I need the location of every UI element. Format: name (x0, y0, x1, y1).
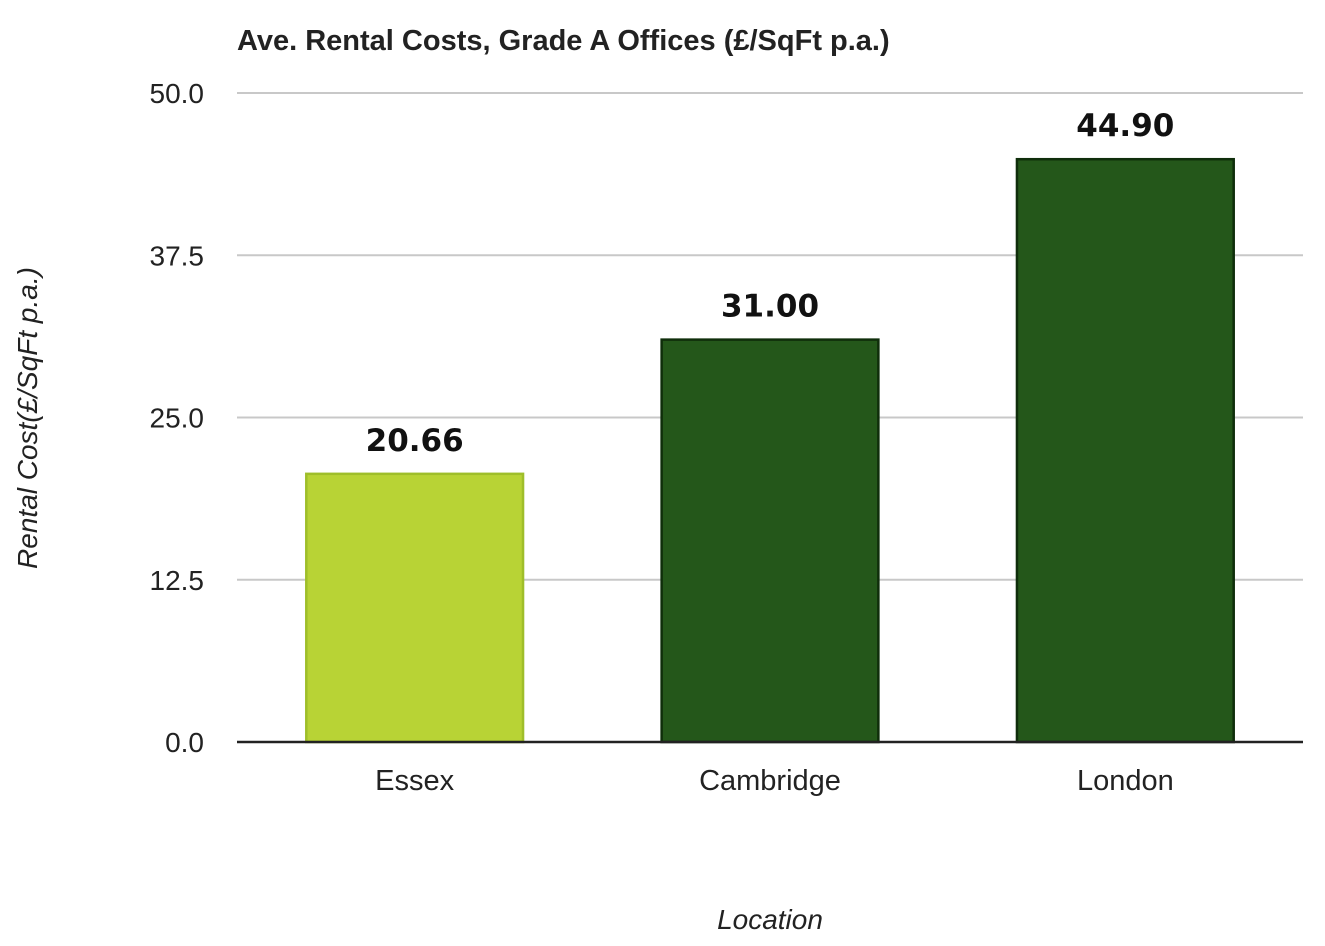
y-tick-label: 25.0 (150, 403, 205, 434)
y-tick-label: 50.0 (150, 78, 205, 109)
y-axis-ticks: 0.0 12.5 25.0 37.5 50.0 (150, 78, 205, 758)
data-label: 44.90 (1076, 108, 1174, 144)
bar-london (1015, 157, 1235, 744)
chart-title: Ave. Rental Costs, Grade A Offices (£/Sq… (237, 25, 890, 57)
y-tick-label: 37.5 (150, 240, 205, 271)
data-label: 20.66 (366, 423, 464, 459)
x-category-label: Cambridge (699, 765, 841, 797)
x-axis-categories: Essex Cambridge London (375, 765, 1174, 797)
y-axis-label: Rental Cost(£/SqFt p.a.) (12, 267, 43, 569)
x-category-label: Essex (375, 765, 454, 797)
bar-essex (305, 472, 525, 744)
x-axis-label: Location (717, 904, 823, 935)
data-labels: 20.66 31.00 44.90 (366, 108, 1175, 459)
y-tick-label: 0.0 (165, 727, 204, 758)
x-category-label: London (1077, 765, 1174, 797)
y-tick-label: 12.5 (150, 565, 205, 596)
data-label: 31.00 (721, 289, 819, 325)
bar-cambridge (660, 338, 880, 744)
